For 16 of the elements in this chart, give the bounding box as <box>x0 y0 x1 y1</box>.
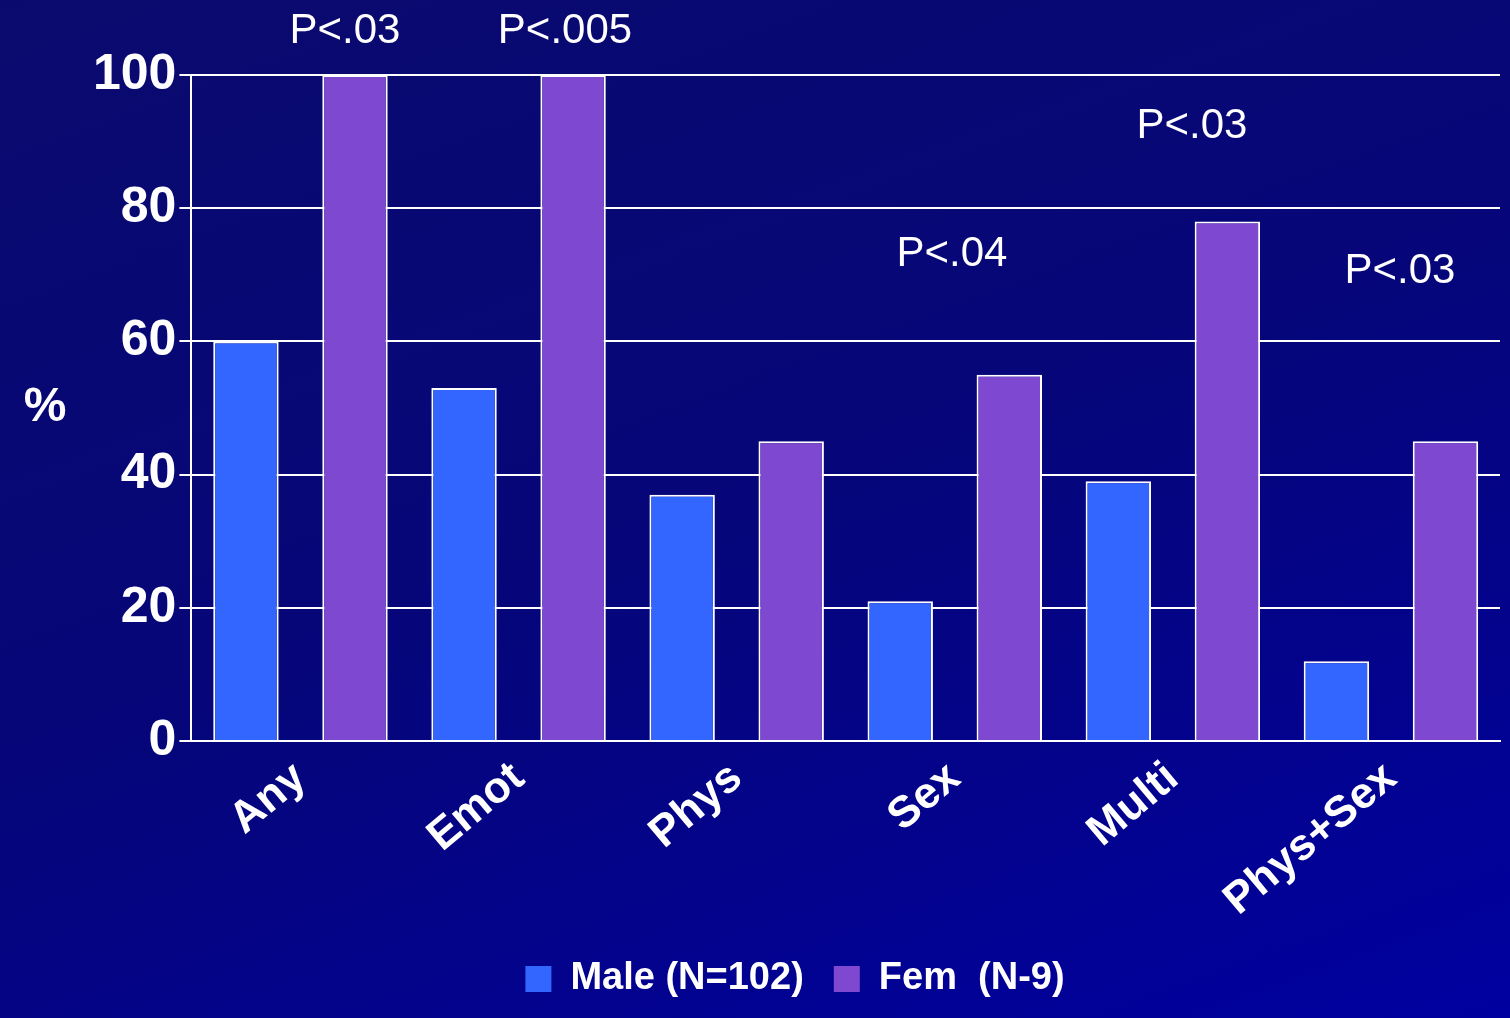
y-tick-label: 60 <box>120 310 177 367</box>
annotation: P<.04 <box>896 227 1008 275</box>
y-axis-title: % <box>23 378 67 432</box>
annotation: P<.03 <box>1344 244 1456 292</box>
text: P<.005 <box>497 4 633 52</box>
legend-label: Fem (N-9) <box>878 955 1065 998</box>
y-tick-label: 80 <box>120 177 177 233</box>
x-tick-label: Any <box>218 750 315 842</box>
legend-label: Male (N=102) <box>570 955 804 998</box>
x-tick-label: Sex <box>876 750 969 839</box>
y-tick-label: 100 <box>92 43 177 100</box>
y-tick-label: 0 <box>148 709 177 766</box>
annotation: P<.03 <box>1136 99 1248 147</box>
y-tick-label: 20 <box>120 576 177 633</box>
y-tick-label: 40 <box>120 443 177 500</box>
text: P<.03 <box>289 4 401 52</box>
